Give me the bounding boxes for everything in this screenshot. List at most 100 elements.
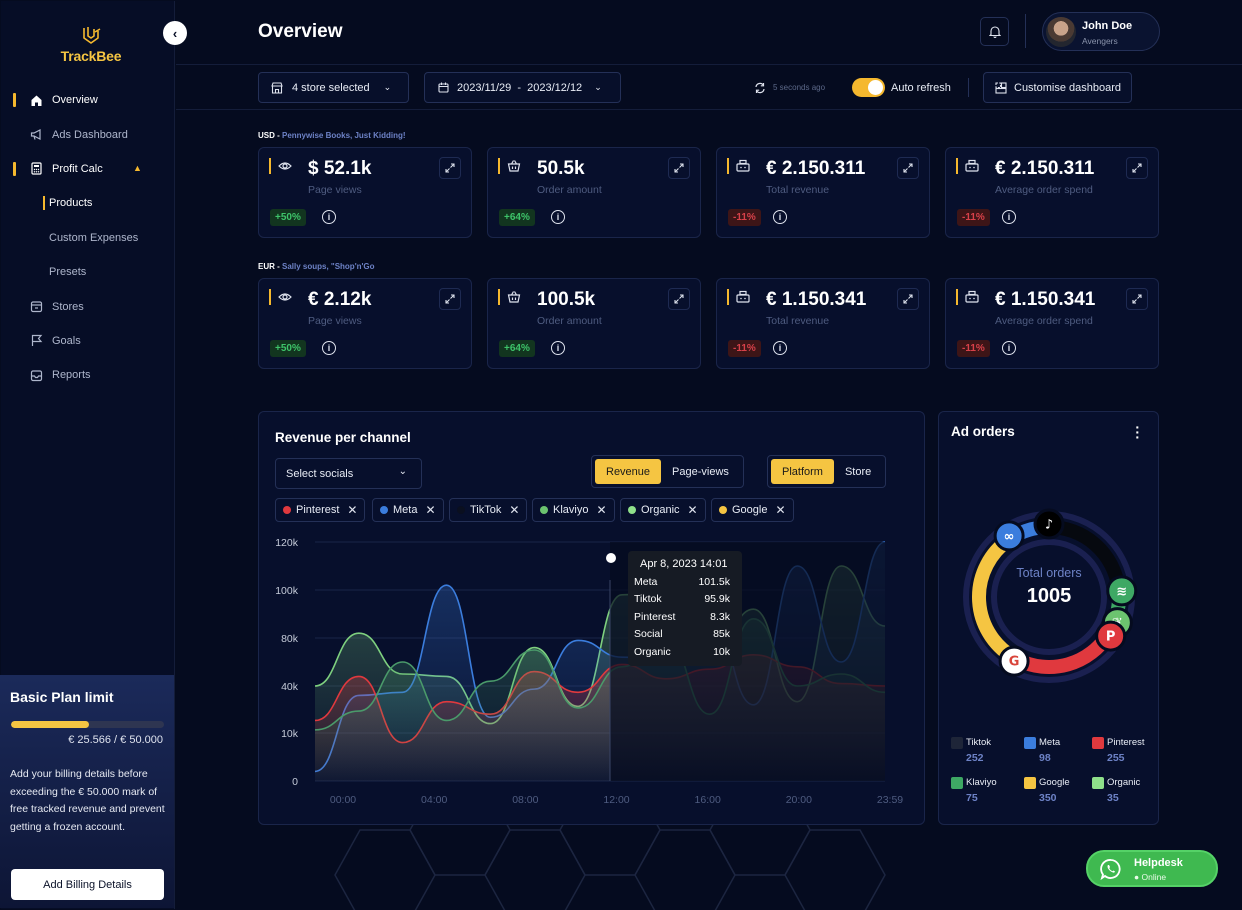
view-option-platform[interactable]: Platform [771, 459, 834, 484]
sidebar-item-overview[interactable]: Overview [0, 83, 174, 117]
donut-inner-ring [991, 539, 1107, 655]
expand-button[interactable] [1126, 157, 1148, 179]
expand-button[interactable] [439, 288, 461, 310]
sidebar-nav: Overview Ads Dashboard Profit Calc ▲ Pro… [0, 83, 174, 393]
notifications-button[interactable] [980, 17, 1009, 46]
store-selector[interactable]: 4 store selected ⌄ [258, 72, 409, 103]
tooltip-row-value: 10k [713, 645, 730, 658]
info-icon[interactable]: i [773, 210, 787, 224]
chip-klaviyo[interactable]: Klaviyo ✕ [532, 498, 615, 522]
sidebar-item-label: Overview [52, 94, 98, 107]
close-icon[interactable]: ✕ [687, 503, 698, 517]
wifi-icon-glyph: ≋ [1116, 584, 1127, 599]
kpi-label: Page views [308, 184, 362, 196]
currency-code: USD [258, 131, 275, 140]
helpdesk-button[interactable]: Helpdesk ● Online [1086, 850, 1218, 887]
tooltip-row-name: Pinterest [634, 610, 676, 623]
user-name: John Doe [1082, 20, 1133, 32]
tooltip-row: Meta 101.5k [634, 573, 736, 591]
sidebar-item-profit-calc[interactable]: Profit Calc ▲ [0, 152, 174, 186]
legend-swatch [1092, 777, 1104, 789]
page-title: Overview [258, 21, 343, 42]
user-team: Avengers [1082, 36, 1118, 46]
sidebar-item-presets[interactable]: Presets [0, 255, 174, 289]
sidebar-item-custom-expenses[interactable]: Custom Expenses [0, 221, 174, 255]
close-icon[interactable]: ✕ [425, 503, 436, 517]
expand-icon [1132, 294, 1142, 304]
toolbar-divider [968, 78, 969, 97]
legend-item-klaviyo: Klaviyo 75 [951, 777, 1011, 807]
chip-meta[interactable]: Meta ✕ [372, 498, 444, 522]
chip-organic[interactable]: Organic ✕ [620, 498, 706, 522]
more-options-icon[interactable]: · · · [1135, 419, 1140, 445]
tooltip-rows: Meta 101.5k Tiktok 95.9k Pinterest 8.3k Social… [634, 573, 736, 661]
toolbar-divider-line [176, 109, 1242, 110]
date-range-picker[interactable]: 2023/11/29 - 2023/12/12 ⌄ [424, 72, 621, 103]
refresh-icon[interactable] [754, 82, 766, 94]
sidebar-item-label: Custom Expenses [49, 231, 139, 244]
legend-swatch [1092, 737, 1104, 749]
tiktok-icon [1033, 508, 1065, 540]
currency-stores: Sally soups, "Shop'n'Go [282, 262, 375, 271]
customise-dashboard-label: Customise dashboard [1014, 81, 1122, 94]
expand-button[interactable] [897, 157, 919, 179]
calendar-icon [438, 82, 449, 93]
legend-swatch [951, 777, 963, 789]
sidebar-item-reports[interactable]: Reports [0, 358, 174, 392]
metric-option-page-views[interactable]: Page-views [672, 465, 729, 478]
legend-item-meta: Meta 98 [1024, 737, 1084, 767]
info-icon[interactable]: i [773, 341, 787, 355]
tooltip-row-name: Meta [634, 575, 658, 588]
sidebar-item-ads-dashboard[interactable]: Ads Dashboard [0, 117, 174, 151]
chip-google[interactable]: Google ✕ [711, 498, 794, 522]
sidebar-item-stores[interactable]: Stores [0, 289, 174, 323]
add-billing-details-button[interactable]: Add Billing Details [11, 869, 164, 900]
donut-segment-google[interactable] [972, 534, 1020, 665]
view-option-store[interactable]: Store [844, 465, 872, 478]
eye-icon [278, 159, 292, 173]
info-icon[interactable]: i [551, 210, 565, 224]
close-icon[interactable]: ✕ [775, 503, 786, 517]
register-icon [965, 159, 979, 173]
legend-name: Tiktok [966, 737, 991, 748]
close-icon[interactable]: ✕ [509, 503, 520, 517]
expand-icon [445, 163, 455, 173]
info-icon[interactable]: i [322, 341, 336, 355]
expand-button[interactable] [897, 288, 919, 310]
expand-button[interactable] [668, 157, 690, 179]
chip-pinterest[interactable]: Pinterest ✕ [275, 498, 366, 522]
sidebar-item-products[interactable]: Products [0, 186, 174, 220]
x-tick-label: 00:00 [330, 794, 356, 806]
chevron-up-icon: ▲ [133, 162, 142, 173]
info-icon[interactable]: i [322, 210, 336, 224]
google-icon [998, 645, 1030, 677]
close-icon[interactable]: ✕ [596, 503, 607, 517]
expand-button[interactable] [1126, 288, 1148, 310]
info-icon[interactable]: i [1002, 210, 1016, 224]
legend-swatch [1024, 737, 1036, 749]
info-icon[interactable]: i [1002, 341, 1016, 355]
expand-button[interactable] [439, 157, 461, 179]
google-icon-glyph: G [1009, 655, 1020, 670]
auto-refresh-toggle[interactable] [852, 78, 885, 97]
tiktok-icon-glyph: ♪ [1045, 518, 1053, 533]
logo[interactable]: TrackBee [56, 26, 126, 64]
collapse-sidebar-button[interactable]: ‹ [163, 21, 187, 45]
kpi-card-order-amount: 50.5k Order amount +64% i [487, 147, 701, 238]
select-socials-dropdown[interactable]: Select socials ⌄ [275, 458, 422, 489]
customise-dashboard-button[interactable]: Customise dashboard [983, 72, 1132, 103]
kpi-value: € 1.150.341 [995, 289, 1096, 310]
basket-icon [507, 159, 521, 173]
user-menu[interactable]: John Doe Avengers [1042, 12, 1160, 51]
sidebar-item-goals[interactable]: Goals [0, 324, 174, 358]
close-icon[interactable]: ✕ [347, 503, 358, 517]
expand-button[interactable] [668, 288, 690, 310]
cursor-dot[interactable] [606, 553, 616, 563]
sidebar-item-label: Ads Dashboard [52, 128, 128, 141]
kpi-label: Total revenue [766, 184, 830, 196]
chip-color-dot [457, 506, 465, 514]
metric-option-revenue[interactable]: Revenue [595, 459, 662, 484]
chip-tiktok[interactable]: TikTok ✕ [449, 498, 528, 522]
info-icon[interactable]: i [551, 341, 565, 355]
